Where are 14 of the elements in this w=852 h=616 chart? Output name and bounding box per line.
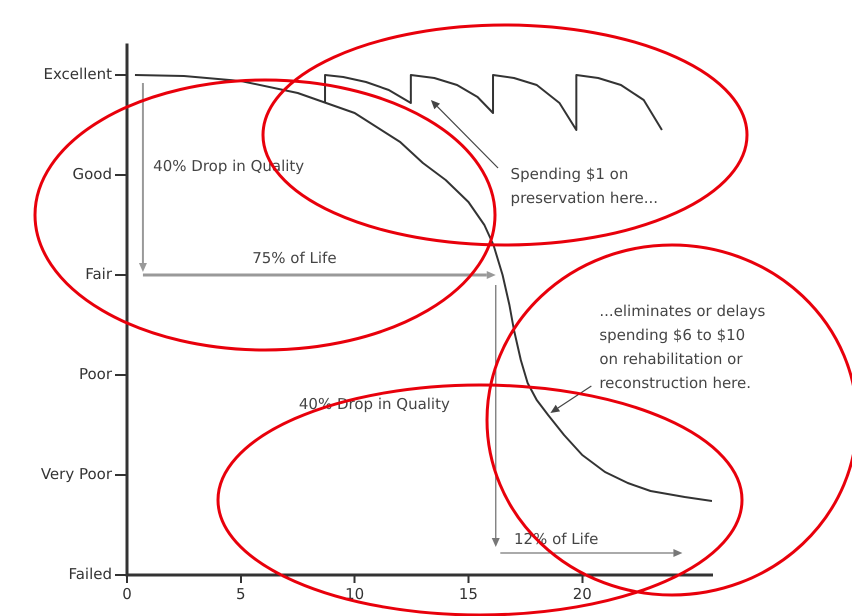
x-tick-label: 15 xyxy=(458,584,478,603)
category-label: Good xyxy=(72,164,112,183)
category-label: Fair xyxy=(85,264,112,283)
x-tick-label: 0 xyxy=(122,584,132,603)
x-tick-label: 10 xyxy=(345,584,364,603)
annotation: 75% of Life xyxy=(252,248,337,267)
category-label: Excellent xyxy=(43,64,112,83)
category-label: Failed xyxy=(68,564,112,583)
annotation: ...eliminates or delays spending $6 to $10 on rehabilitation or reconstruction here. xyxy=(599,302,766,392)
x-tick-label: 20 xyxy=(572,584,592,603)
category-label: Very Poor xyxy=(40,464,112,483)
annotation: Spending $1 on preservation here... xyxy=(510,164,658,207)
x-tick-label: 5 xyxy=(236,584,246,603)
category-label: Poor xyxy=(78,364,112,383)
